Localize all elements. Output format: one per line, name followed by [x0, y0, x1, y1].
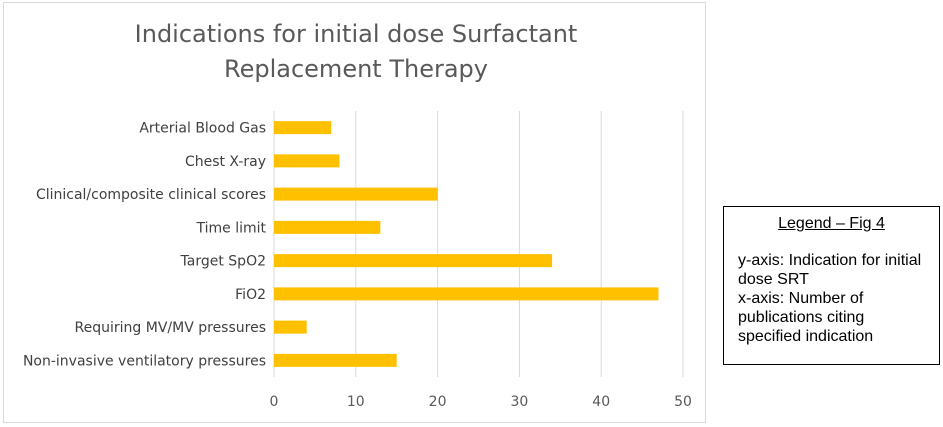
x-tick-label: 40 — [592, 394, 610, 410]
chart-title-line-2: Replacement Therapy — [224, 55, 488, 83]
bar — [274, 254, 553, 268]
legend-y-axis-note: y-axis: Indication for initial dose SRT — [738, 252, 922, 288]
category-label: Chest X-ray — [185, 154, 266, 170]
category-labels: Arterial Blood Gas Chest X-ray Clinical/co… — [23, 121, 267, 370]
grid-lines — [273, 111, 684, 377]
x-tick-label: 10 — [347, 394, 365, 410]
x-tick-labels: 0 10 20 30 40 50 — [270, 394, 692, 410]
category-label: Requiring MV/MV pressures — [75, 320, 266, 336]
bar — [274, 353, 397, 367]
legend-note-box: Legend – Fig 4 y-axis: Indication for in… — [723, 206, 940, 365]
bar — [274, 121, 332, 135]
x-tick-label: 20 — [429, 394, 447, 410]
category-label: Target SpO2 — [180, 254, 266, 270]
chart-area: Indications for initial dose Surfactant … — [3, 2, 706, 423]
bar-chart: Indications for initial dose Surfactant … — [23, 20, 692, 410]
x-tick-label: 30 — [510, 394, 528, 410]
category-label: Time limit — [195, 220, 266, 236]
legend-x-axis-note: x-axis: Number of publications citing sp… — [738, 290, 874, 345]
bar — [274, 187, 438, 201]
bar — [274, 287, 659, 301]
bar — [274, 320, 307, 334]
category-label: Non-invasive ventilatory pressures — [23, 353, 266, 369]
chart-title-line-1: Indications for initial dose Surfactant — [135, 20, 578, 48]
bar — [274, 220, 381, 234]
category-label: FiO2 — [235, 287, 266, 303]
legend-heading: Legend – Fig 4 — [778, 215, 885, 232]
bars — [274, 121, 659, 367]
x-tick-label: 50 — [674, 394, 692, 410]
x-tick-label: 0 — [270, 394, 279, 410]
category-label: Arterial Blood Gas — [139, 121, 266, 137]
bar — [274, 154, 340, 168]
category-label: Clinical/composite clinical scores — [36, 187, 266, 203]
